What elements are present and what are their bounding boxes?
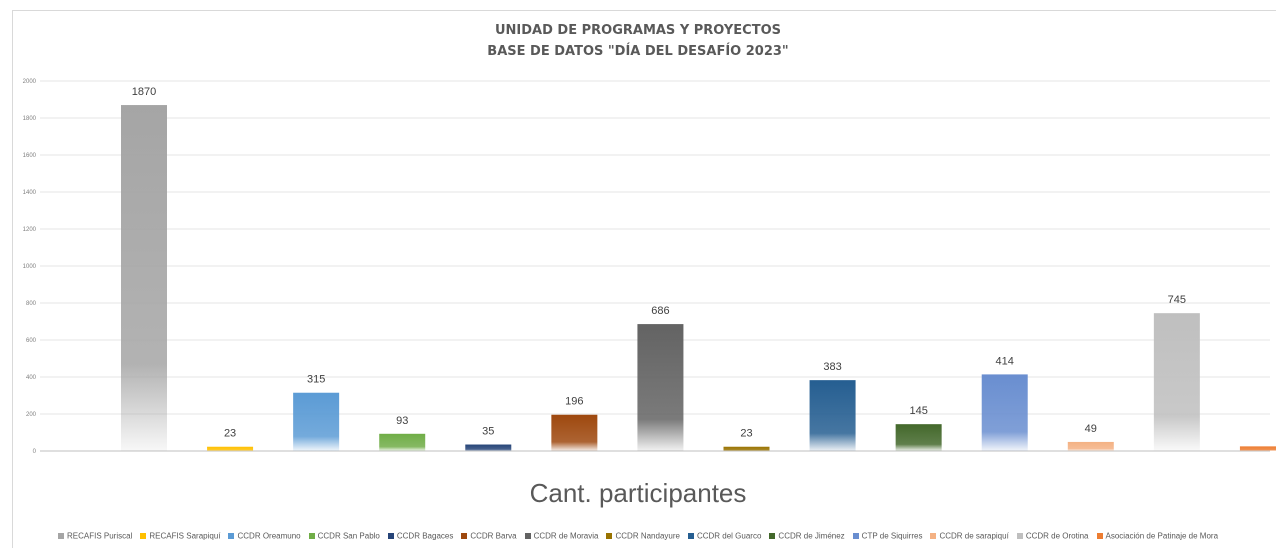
legend-label: CCDR Nandayure [615,531,680,541]
legend-swatch [769,532,776,539]
y-tick-label: 1000 [23,264,37,270]
data-label: 383 [823,361,841,373]
bar-3 [379,433,426,451]
y-tick-label: 1200 [23,227,37,233]
bar-11 [1067,441,1114,451]
legend-label: CCDR de Jiménez [778,531,845,541]
bar-5 [551,414,598,451]
legend-item: CCDR de sarapiquí [930,531,1009,541]
data-label: 745 [1168,294,1186,306]
bar-0 [121,105,167,452]
legend-item: CCDR Nandayure [606,531,680,541]
legend-swatch [930,532,937,539]
data-label: 414 [996,355,1014,367]
legend-label: CCDR de Moravia [533,531,599,541]
legend-swatch [140,532,147,539]
legend-swatch [687,532,694,539]
y-tick-label: 400 [26,375,37,381]
legend-swatch [606,532,613,539]
legend-label: CTP de Siquirres [861,531,923,541]
legend-item: RECAFIS Puriscal [57,531,133,541]
legend-item: CCDR de Moravia [524,531,599,541]
bar-8 [809,380,856,451]
bar-7 [723,446,770,451]
legend-swatch [461,532,468,539]
legend-item: CTP de Siquirres [852,531,923,541]
data-label: 686 [651,305,669,317]
chart-frame [12,10,1276,548]
y-tick-label: 0 [33,449,37,455]
data-label: 23 [740,428,752,440]
data-label: 35 [482,426,494,438]
legend-label: Asociación de Patinaje de Mora [1105,531,1219,541]
bar-9 [895,424,942,451]
bar-12 [1153,313,1200,451]
data-label: 145 [909,405,927,417]
chart-title: UNIDAD DE PROGRAMAS Y PROYECTOS [494,23,782,38]
legend-item: Asociación de Patinaje de Mora [1096,531,1219,541]
legend-item: CCDR San Pablo [308,531,380,541]
data-label: 1870 [132,86,156,98]
legend-item: CCDR Bagaces [387,531,454,541]
bar-13 [1239,446,1276,451]
bar-2 [293,392,340,451]
legend-label: CCDR Oreamuno [237,531,301,541]
legend-swatch [387,532,394,539]
bar-4 [465,444,512,451]
legend-label: CCDR Bagaces [396,531,454,541]
legend-item: CCDR del Guarco [687,531,762,541]
legend-swatch [524,532,531,539]
bar-6 [637,324,684,451]
legend-swatch [228,532,235,539]
bar-chart: 0 200 400 600 800 1000 1200 1400 1600 1800 2000 187… [23,79,1276,455]
legend-label: CCDR San Pablo [317,531,380,541]
legend-item: CCDR de Orotina [1016,531,1089,541]
y-tick-label: 2000 [23,79,37,85]
legend-swatch [1016,532,1023,539]
data-label: 93 [396,415,408,427]
legend-swatch [1096,532,1103,539]
y-tick-label: 1400 [23,190,37,196]
data-label: 49 [1085,423,1097,435]
data-label: 23 [224,428,236,440]
legend-swatch [308,532,315,539]
data-label: 315 [307,374,325,386]
legend-swatch [57,532,64,539]
chart-legend: RECAFIS Puriscal RECAFIS Sarapiquí CCDR Or… [0,531,1276,540]
legend-label: RECAFIS Puriscal [66,531,133,541]
y-tick-label: 1600 [23,153,37,159]
legend-item: CCDR de Jiménez [769,531,845,541]
bar-10 [981,374,1028,451]
legend-item: RECAFIS Sarapiquí [140,531,220,540]
chart-subtitle: BASE DE DATOS "DÍA DEL DESAFÍO 2023" [487,44,789,59]
legend-label: CCDR de Orotina [1025,531,1089,541]
legend-swatch [852,532,859,539]
legend-item: CCDR Oreamuno [228,531,301,541]
y-tick-label: 800 [26,301,37,307]
y-tick-label: 1800 [23,116,37,122]
y-tick-label: 200 [26,412,37,418]
bar-1 [207,446,254,451]
legend-label: CCDR Barva [470,531,517,541]
legend-item: CCDR Barva [461,531,517,541]
y-tick-label: 600 [26,338,37,344]
legend-label: CCDR del Guarco [696,531,762,541]
legend-label: RECAFIS Sarapiquí [149,531,221,541]
x-axis-label: Cant. participantes [529,478,747,508]
data-label: 196 [565,396,583,408]
legend-label: CCDR de sarapiquí [939,531,1009,541]
